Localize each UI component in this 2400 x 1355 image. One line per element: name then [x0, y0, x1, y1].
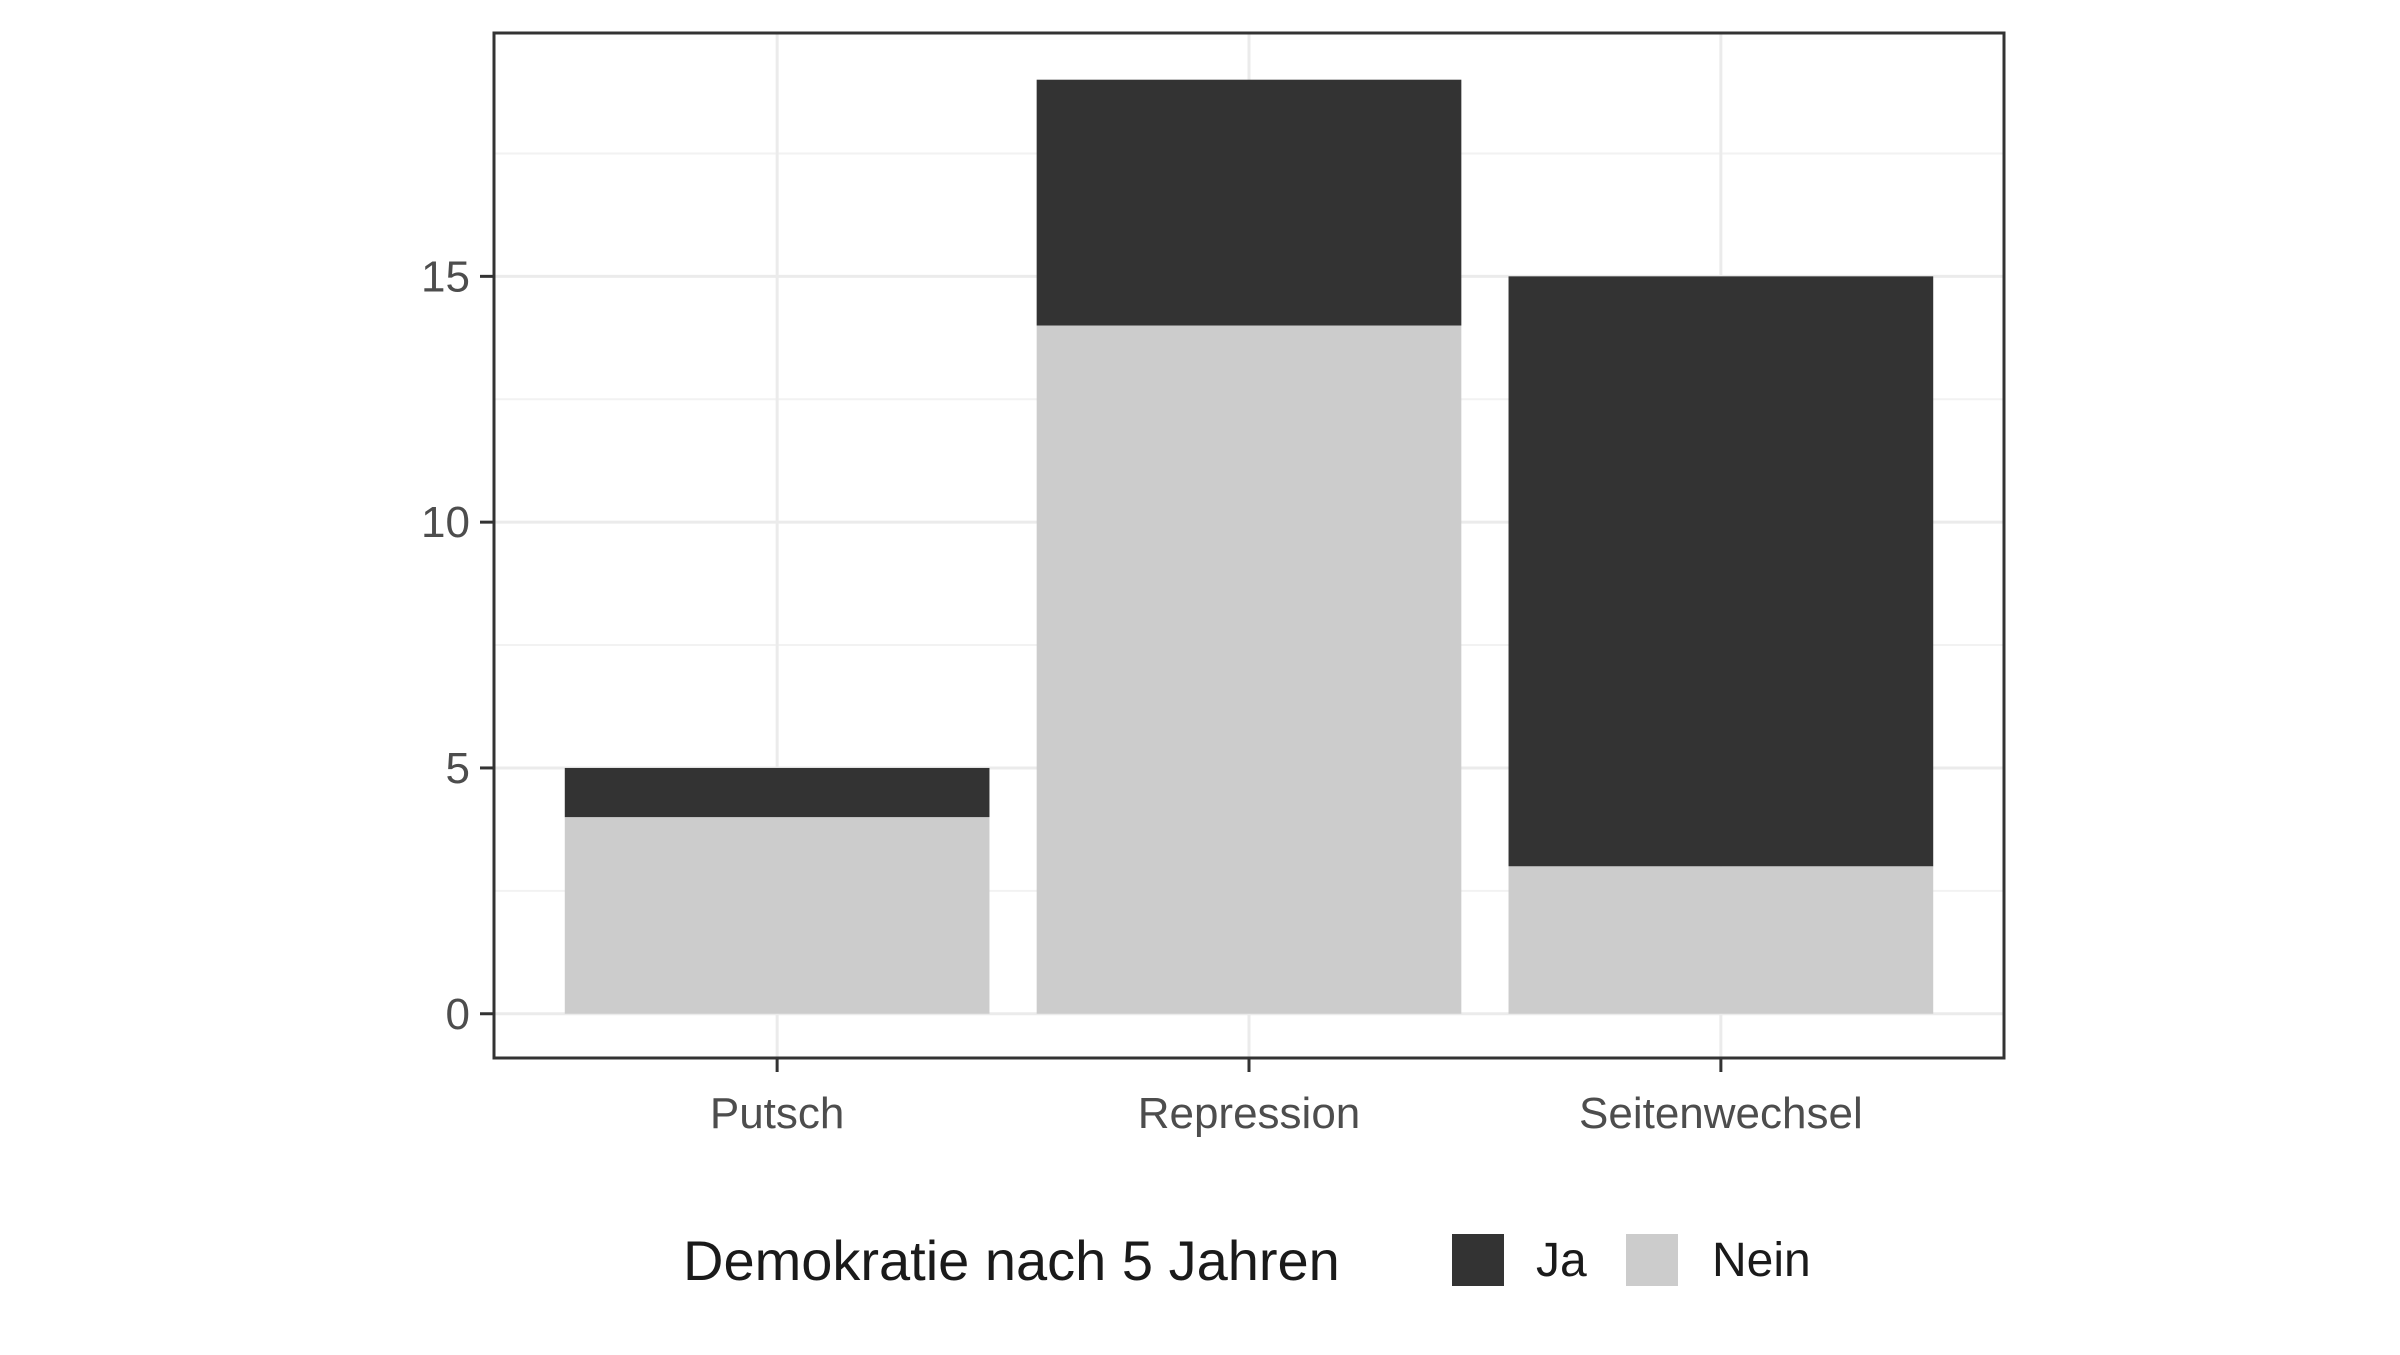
x-tick-label: Repression — [1138, 1089, 1361, 1138]
bar-ja-putsch — [564, 767, 990, 818]
x-tick-label: Seitenwechsel — [1579, 1089, 1863, 1138]
legend-label-ja: Ja — [1536, 1234, 1587, 1287]
legend-key-ja — [1452, 1234, 1504, 1286]
y-tick-label: 5 — [446, 744, 470, 793]
bar-ja-seitenwechsel — [1508, 276, 1934, 867]
legend-label-nein: Nein — [1712, 1234, 1811, 1287]
legend-key-nein — [1626, 1234, 1678, 1286]
x-tick-label: Putsch — [710, 1089, 845, 1138]
y-tick-label: 0 — [446, 990, 470, 1039]
bar-nein-repression — [1036, 325, 1462, 1014]
bar-ja-repression — [1036, 79, 1462, 326]
legend-title: Demokratie nach 5 Jahren — [683, 1229, 1340, 1292]
bar-nein-putsch — [564, 817, 990, 1014]
y-tick-label: 15 — [421, 252, 470, 301]
axis-layer: 0 5 10 15 Putsch Repression Seitenwechsel — [421, 252, 1863, 1138]
legend: Demokratie nach 5 Jahren Ja Nein — [683, 1229, 1811, 1292]
bars-layer — [564, 79, 1934, 1014]
y-tick-label: 10 — [421, 498, 470, 547]
bar-nein-seitenwechsel — [1508, 866, 1934, 1014]
